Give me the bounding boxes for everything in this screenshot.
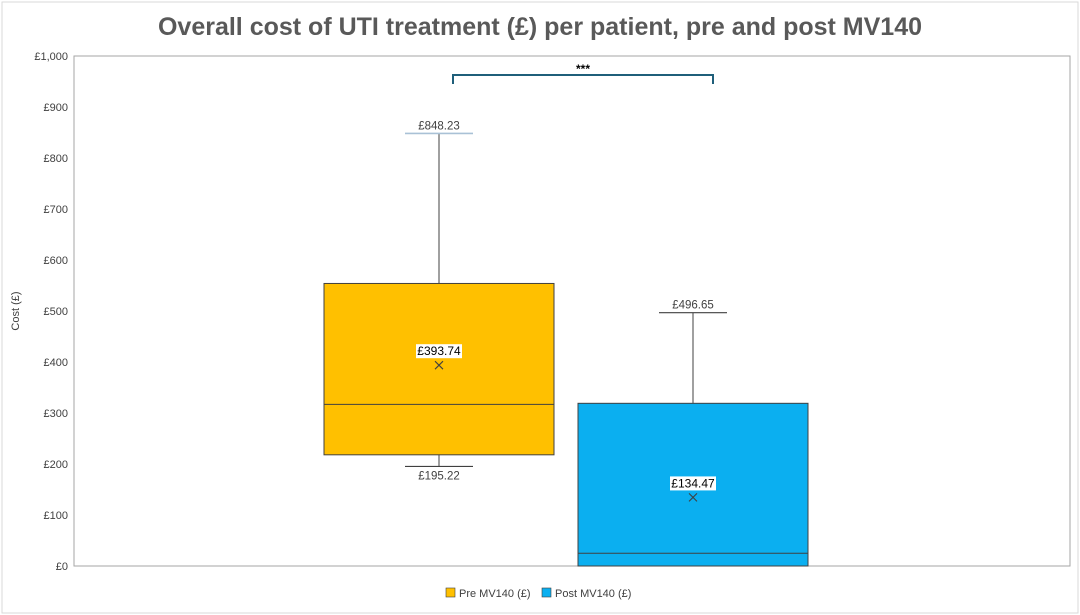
mean-label: £393.74 — [417, 344, 461, 358]
y-tick-label: £600 — [44, 255, 68, 267]
y-tick-label: £300 — [44, 408, 68, 420]
y-tick-label: £500 — [44, 306, 68, 318]
significance-line — [452, 74, 714, 84]
plot-area — [73, 55, 1071, 567]
box-iqr — [323, 282, 555, 456]
y-tick-label: £800 — [44, 153, 68, 165]
legend-swatch — [445, 587, 456, 598]
chart-title: Overall cost of UTI treatment (£) per pa… — [158, 13, 922, 41]
y-tick-label: £400 — [44, 357, 68, 369]
y-tick-label: £1,000 — [34, 51, 68, 63]
min-label: £195.22 — [418, 470, 460, 482]
significance-bracket: *** — [452, 62, 714, 84]
y-tick-label: £0 — [56, 561, 68, 573]
y-axis-ticks: £0 £100 £200 £300 £400 £500 £600 £700 £800 £900 £1… — [34, 51, 68, 573]
y-tick-label: £200 — [44, 459, 68, 471]
max-label: £496.65 — [672, 300, 714, 312]
legend-label: Post MV140 (£) — [555, 588, 631, 600]
y-axis-label: Cost (£) — [10, 291, 22, 330]
box-plots: £393.74 £848.23 £195.22 £134.47 £496.65 — [323, 120, 809, 567]
y-tick-label: £100 — [44, 510, 68, 522]
y-tick-label: £900 — [44, 102, 68, 114]
max-label: £848.23 — [418, 120, 460, 132]
box-post: £134.47 £496.65 — [577, 300, 809, 567]
mean-label-bg — [416, 344, 462, 359]
mean-marker — [434, 360, 444, 370]
y-tick-label: £700 — [44, 204, 68, 216]
significance-stars: *** — [576, 62, 590, 76]
legend: Pre MV140 (£) Post MV140 (£) — [445, 587, 631, 600]
legend-label: Pre MV140 (£) — [459, 588, 531, 600]
legend-swatch — [541, 587, 552, 598]
mean-marker — [688, 493, 698, 502]
mean-label: £134.47 — [671, 476, 715, 490]
mean-label-bg — [670, 476, 716, 491]
box-pre: £393.74 £848.23 £195.22 — [323, 120, 555, 482]
